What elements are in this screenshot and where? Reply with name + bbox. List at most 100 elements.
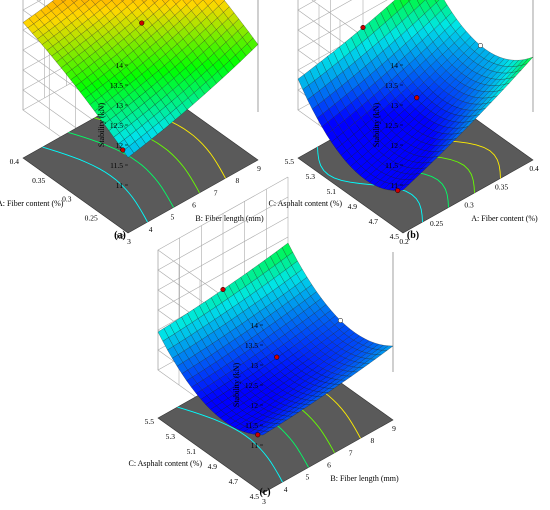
x-tick-label: 7 (214, 188, 218, 197)
contour-line (42, 146, 148, 223)
z-tick-label: 11 (116, 181, 123, 190)
surface-cell (121, 0, 125, 2)
z-tick-label: 11.5 (245, 421, 258, 430)
x-tick-label: 6 (192, 201, 196, 210)
z-axis: 11 11.5 12 12.5 13 13.5 14 Stability (kN) (372, 61, 403, 190)
surface-cell (381, 345, 394, 351)
y-tick-label: 0.4 (10, 157, 20, 166)
y-tick-label: 5.3 (166, 432, 176, 441)
x-tick-label: 4 (284, 485, 288, 494)
z-tick-label: 14 (251, 321, 259, 330)
z-axis-label: Stability (kN) (232, 363, 241, 408)
design-points (120, 20, 145, 153)
contour-line (317, 147, 423, 223)
z-tick-label: 11.5 (110, 161, 123, 170)
y-axis: 0.2 0.25 0.3 0.35 0.4 A: Fiber content (%) (0, 157, 124, 241)
x-axis: 3 4 5 6 7 8 9 B: Fiber length (mm) (262, 424, 399, 506)
surface-cell (131, 0, 136, 2)
z-tick-label: 13.5 (110, 81, 123, 90)
y-tick-label: 5.3 (306, 172, 316, 181)
y-tick-label: 4.7 (369, 217, 379, 226)
x-tick-label: 0.4 (529, 164, 539, 173)
x-tick-label: 8 (235, 176, 239, 185)
surface-mesh (22, 0, 259, 158)
y-tick-label: 4.5 (390, 232, 400, 241)
surface-mesh (297, 0, 534, 191)
z-tick-label: 12.5 (245, 381, 258, 390)
y-tick-label: 4.9 (208, 462, 218, 471)
design-point (477, 42, 484, 49)
z-tick-label: 12 (116, 141, 124, 150)
surface-mesh (157, 242, 394, 436)
z-axis: 11 11.5 12 12.5 13 13.5 14 Stability (kN) (232, 321, 263, 450)
surface-cell (61, 0, 67, 3)
x-axis-label: B: Fiber length (mm) (195, 214, 264, 223)
surface-cell (521, 56, 534, 66)
design-point (255, 432, 261, 438)
z-tick-label: 14 (116, 61, 124, 70)
y-tick-label: 5.5 (285, 157, 295, 166)
z-tick-label: 13 (116, 101, 124, 110)
y-axis-label: A: Fiber content (%) (0, 199, 64, 208)
x-tick-label: 6 (327, 461, 331, 470)
y-tick-label: 5.1 (327, 187, 337, 196)
z-tick-label: 12.5 (385, 121, 398, 130)
z-tick-label: 11 (391, 181, 398, 190)
x-tick-label: 0.35 (495, 182, 508, 191)
x-tick-label: 7 (349, 448, 353, 457)
panel-label: (c) (259, 487, 270, 498)
surface-cell (434, 0, 440, 3)
y-tick-label: 0.25 (85, 213, 98, 222)
design-point (395, 187, 401, 194)
design-point (220, 286, 226, 293)
z-tick-label: 13 (391, 101, 399, 110)
y-tick-label: 5.1 (187, 447, 197, 456)
x-tick-label: 3 (262, 497, 266, 506)
design-points (220, 286, 344, 438)
x-tick-label: 9 (392, 424, 396, 433)
x-tick-label: 8 (370, 436, 374, 445)
y-axis-label: C: Asphalt content (%) (128, 459, 202, 468)
design-point (414, 95, 420, 101)
y-axis: 4.5 4.7 4.9 5.1 5.3 5.5 C: Asphalt content (%) (268, 157, 399, 241)
x-axis: 0.2 0.25 0.3 0.35 0.4 A: Fiber content (%) (399, 164, 539, 246)
x-axis-label: B: Fiber length (mm) (330, 474, 399, 483)
design-points (360, 24, 484, 194)
surface-cell (247, 37, 259, 51)
design-point (139, 20, 145, 26)
z-tick-label: 11 (251, 441, 258, 450)
y-tick-label: 0.3 (62, 195, 72, 204)
z-tick-label: 12.5 (110, 121, 123, 130)
y-tick-label: 4.7 (229, 477, 239, 486)
y-tick-label: 4.5 (250, 492, 260, 501)
design-point (337, 317, 344, 324)
z-tick-label: 13.5 (385, 81, 398, 90)
y-tick-label: 4.9 (348, 202, 358, 211)
x-tick-label: 5 (170, 213, 174, 222)
z-tick-label: 13 (251, 361, 259, 370)
x-axis-label: A: Fiber content (%) (471, 214, 538, 223)
x-tick-label: 0.2 (399, 237, 409, 246)
x-axis: 3 4 5 6 7 8 9 B: Fiber length (mm) (127, 164, 264, 246)
y-tick-label: 0.35 (32, 176, 45, 185)
x-tick-label: 0.3 (464, 201, 474, 210)
surface-cell (151, 0, 159, 4)
y-axis-label: C: Asphalt content (%) (268, 199, 342, 208)
design-point (120, 147, 126, 153)
surface-plot-3: 11 11.5 12 12.5 13 13.5 14 Stability (kN) 3 4 5 6 7 8… (128, 176, 399, 506)
design-point (274, 354, 280, 360)
x-tick-label: 4 (149, 225, 153, 234)
design-point (360, 24, 366, 31)
z-axis: 11 11.5 12 12.5 13 13.5 14 Stability (kN) (97, 61, 128, 190)
z-axis-label: Stability (kN) (97, 103, 106, 148)
z-tick-label: 13.5 (245, 341, 258, 350)
surface-cell (141, 0, 147, 3)
y-tick-label: 0.2 (115, 232, 125, 241)
surface-plot-1: 11 11.5 12 12.5 13 13.5 14 Stability (kN) 3 4 5 6 7 8… (0, 0, 264, 246)
z-axis-label: Stability (kN) (372, 103, 381, 148)
x-tick-label: 0.25 (430, 219, 443, 228)
surface-cell (71, 0, 78, 3)
x-tick-label: 3 (127, 237, 131, 246)
panel-label: (a) (114, 230, 126, 241)
z-tick-label: 11.5 (385, 161, 398, 170)
